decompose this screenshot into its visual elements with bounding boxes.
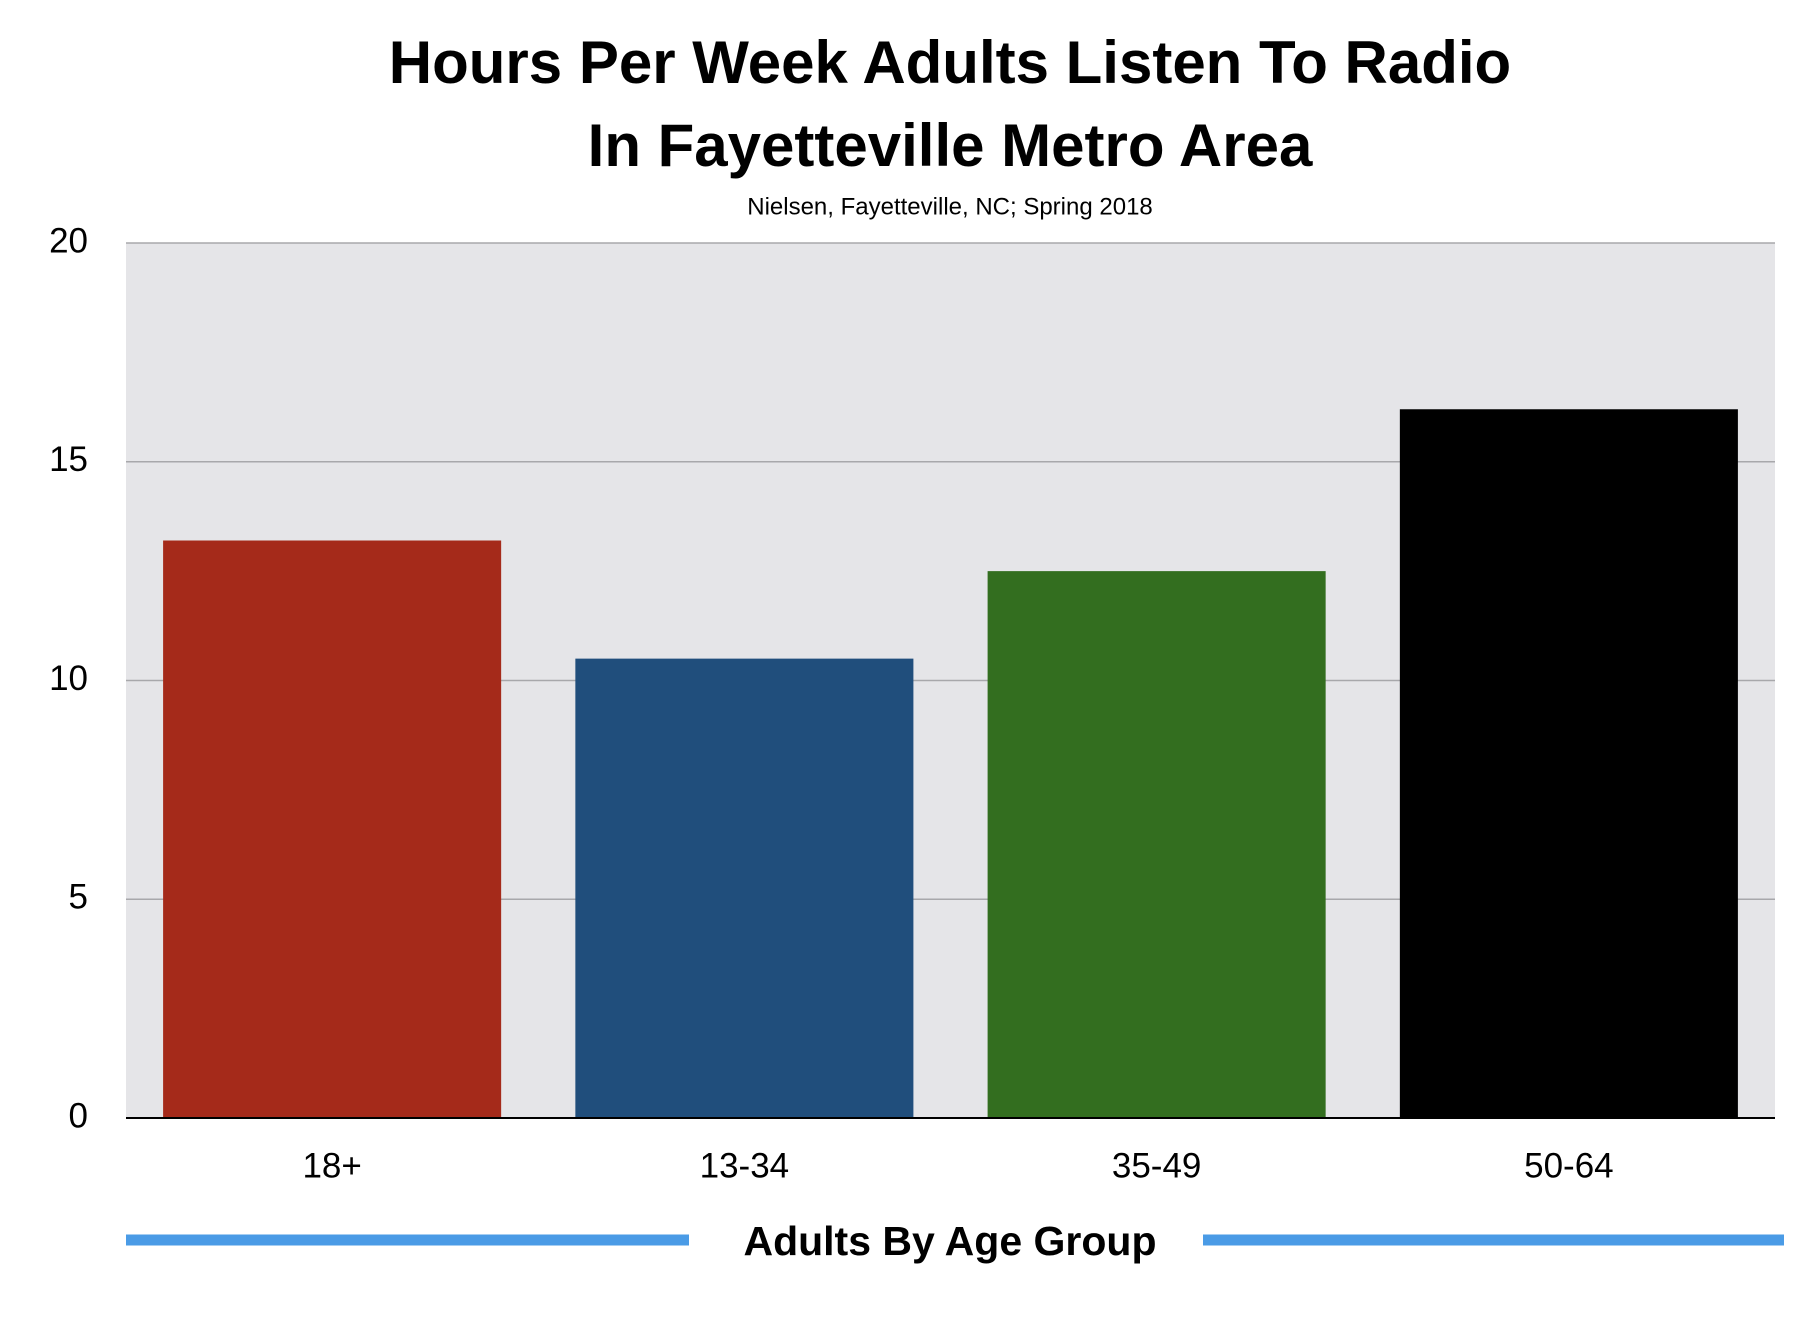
- y-tick-label: 15: [49, 440, 88, 479]
- x-tick-label: 18+: [302, 1146, 361, 1185]
- chart-title: In Fayetteville Metro Area: [588, 112, 1313, 179]
- chart-title: Hours Per Week Adults Listen To Radio: [389, 29, 1511, 96]
- x-tick-label: 35-49: [1112, 1146, 1202, 1185]
- x-tick-label: 50-64: [1524, 1146, 1614, 1185]
- bar: [163, 540, 502, 1118]
- y-tick-label: 0: [69, 1096, 88, 1135]
- bar: [575, 658, 914, 1118]
- bar: [987, 571, 1326, 1118]
- x-tick-label: 13-34: [700, 1146, 790, 1185]
- chart-subtitle: Nielsen, Fayetteville, NC; Spring 2018: [747, 193, 1153, 220]
- y-tick-label: 10: [49, 659, 88, 698]
- x-axis-label: Adults By Age Group: [743, 1218, 1156, 1264]
- y-tick-label: 5: [69, 878, 88, 917]
- bar: [1399, 409, 1738, 1118]
- y-tick-label: 20: [49, 221, 88, 260]
